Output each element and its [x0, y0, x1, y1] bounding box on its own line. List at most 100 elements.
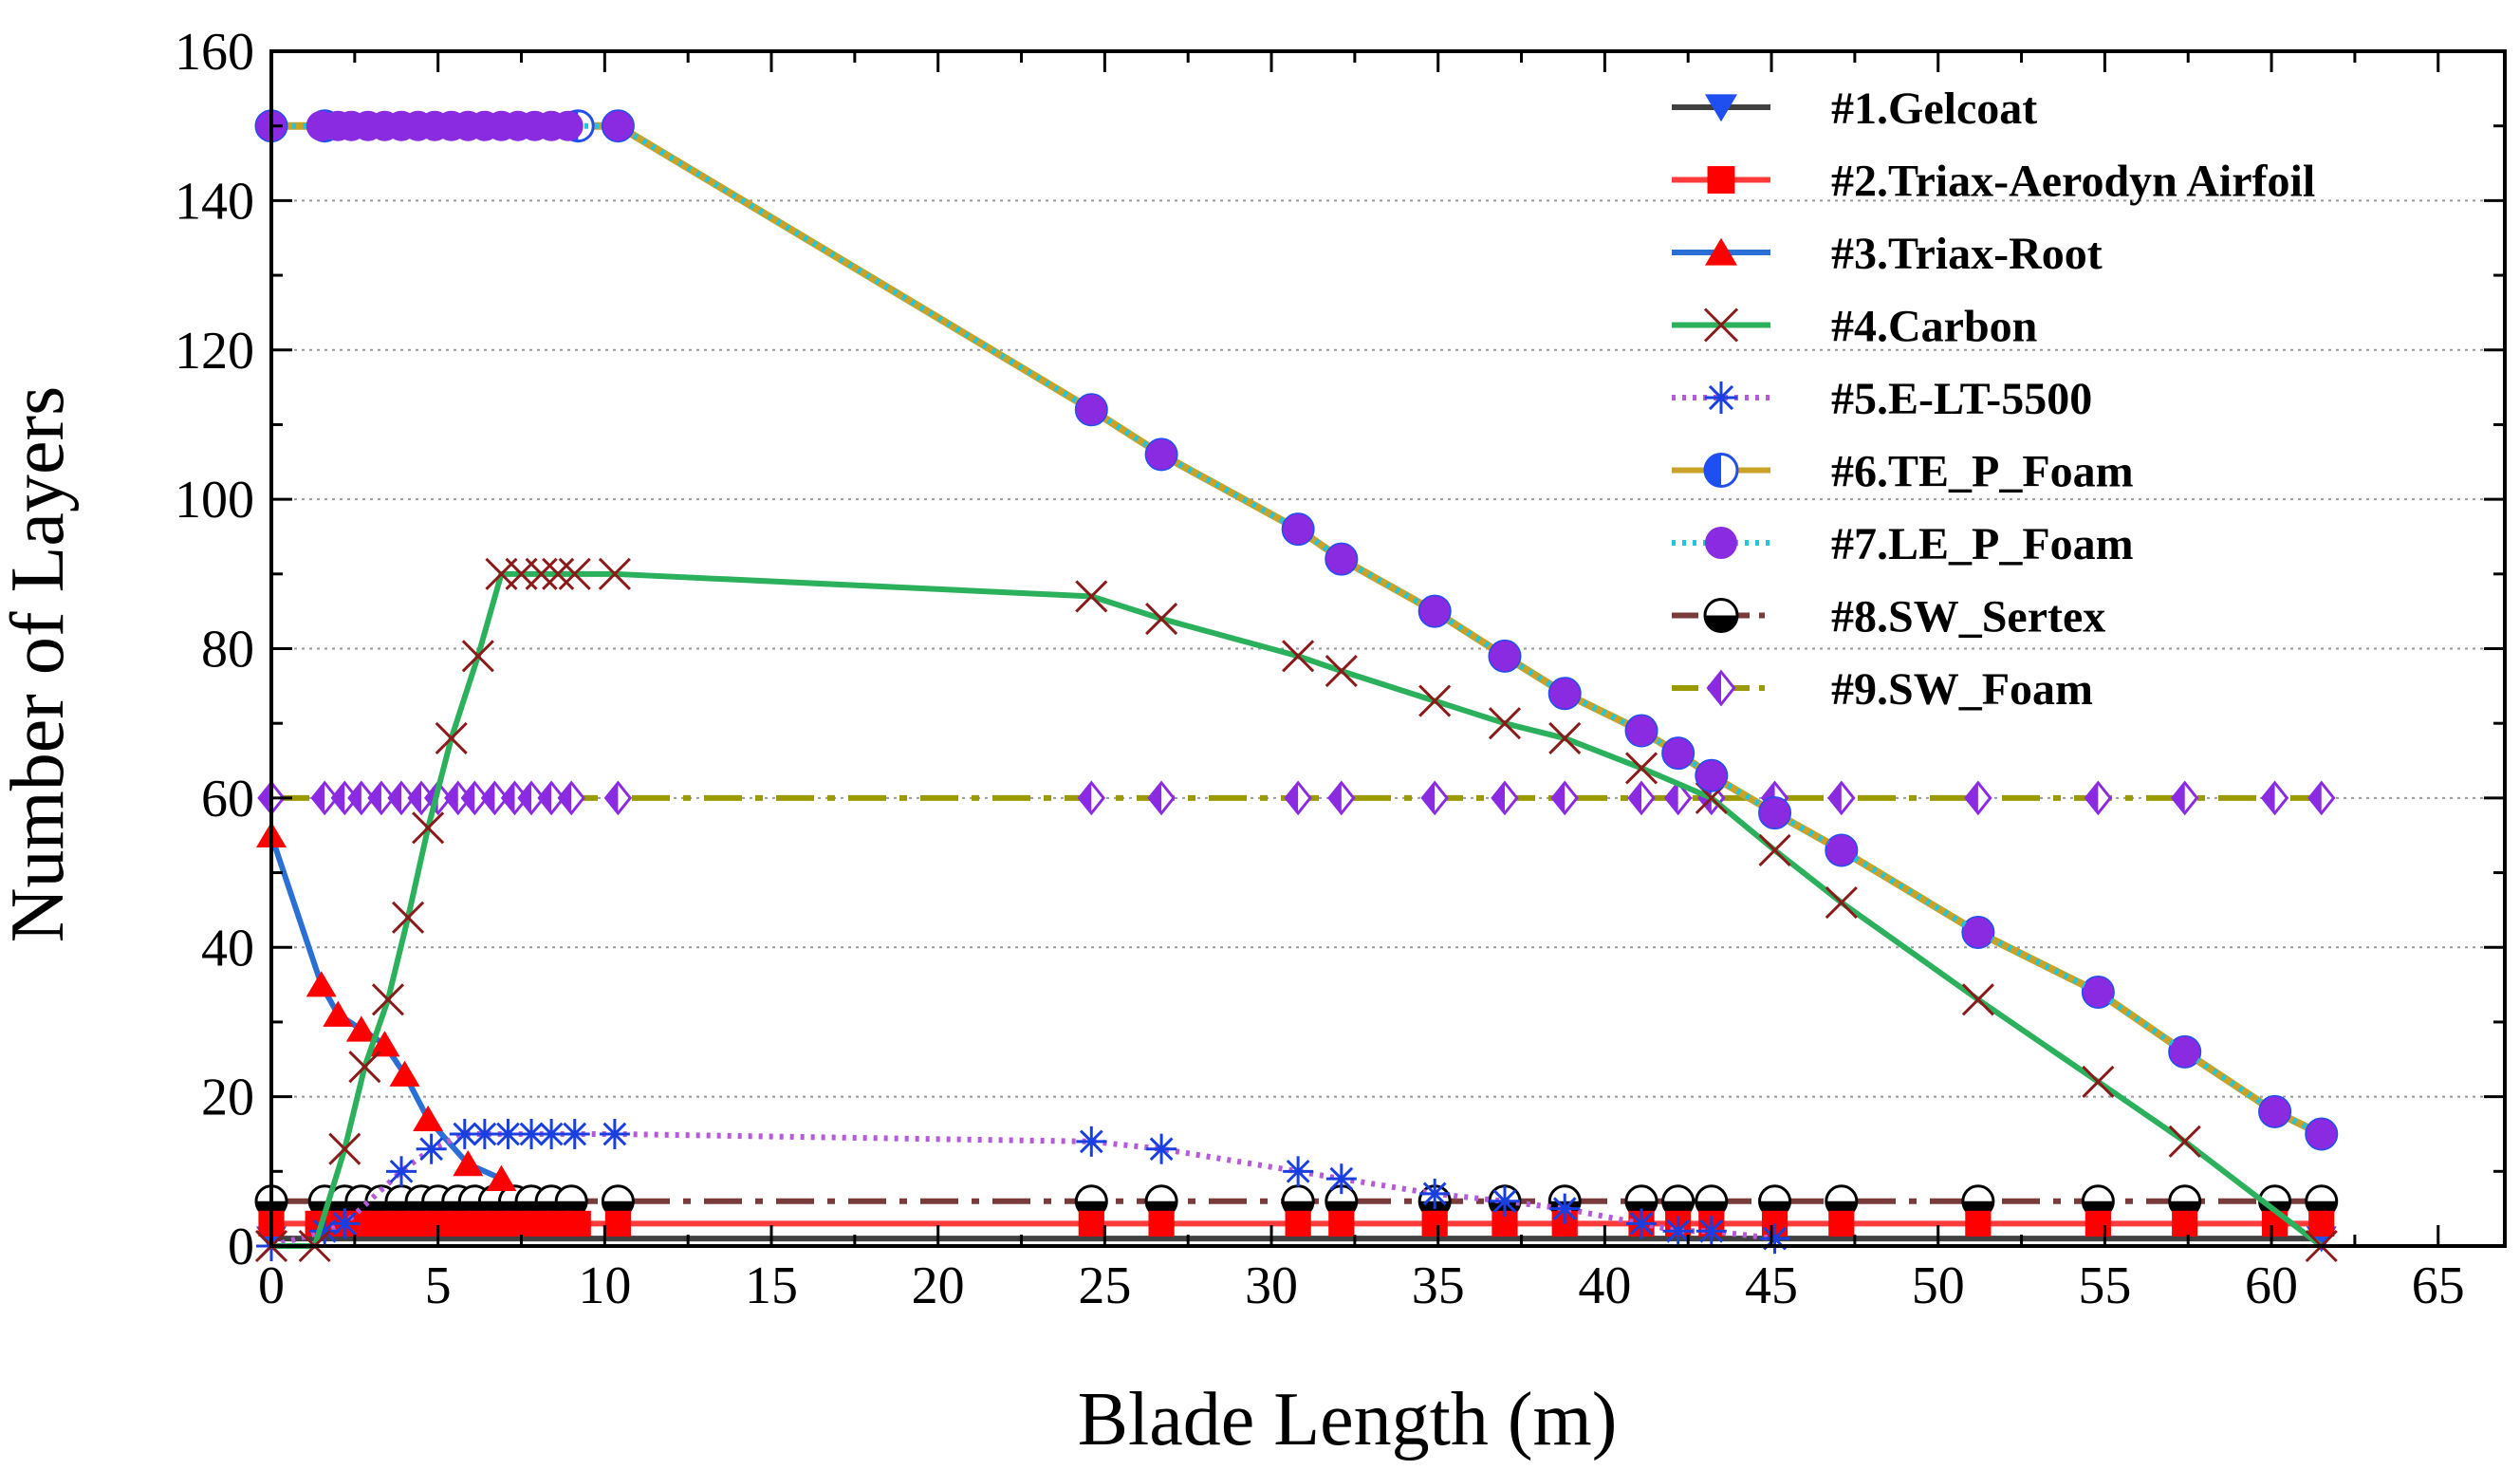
legend-marker: [1706, 669, 1736, 707]
legend-item: #5.E-LT-5500: [1672, 374, 2092, 424]
data-point: [1662, 737, 1694, 769]
data-point: [1076, 394, 1107, 425]
data-point: [391, 901, 425, 934]
data-point: [599, 1118, 630, 1149]
data-point: [1146, 1133, 1177, 1164]
data-point: [1076, 1126, 1107, 1157]
data-point: [1548, 721, 1582, 754]
data-point: [1624, 752, 1658, 785]
data-point: [1284, 780, 1312, 816]
data-point: [1965, 1210, 1992, 1237]
series-9: [257, 780, 2336, 816]
data-point: [1489, 641, 1520, 672]
data-point: [1325, 655, 1358, 688]
data-point: [603, 780, 633, 816]
data-point: [598, 557, 631, 590]
data-point: [2083, 977, 2114, 1008]
data-point: [1418, 684, 1452, 717]
x-tick-label: 10: [578, 1256, 631, 1315]
data-point: [1759, 1223, 1790, 1255]
data-point: [2169, 1036, 2200, 1068]
data-point: [2306, 1118, 2337, 1149]
x-tick-label: 60: [2245, 1256, 2298, 1315]
ticks: 0 5 10 15 20 25 30 35 40 45 50 55 60 65 0 20 40 60 80 100 12…: [175, 23, 2505, 1315]
legend-marker: [1705, 237, 1737, 266]
legend-item: #9.SW_Foam: [1672, 664, 2093, 715]
data-point: [1550, 780, 1579, 816]
data-point: [1420, 780, 1449, 816]
data-point: [413, 1105, 444, 1132]
data-point: [1419, 1178, 1451, 1209]
data-point: [559, 1118, 590, 1149]
legend-item: #2.Triax-Aerodyn Airfoil: [1672, 157, 2315, 207]
x-tick-label: 50: [1912, 1256, 1965, 1315]
data-point: [1827, 780, 1856, 816]
data-point: [367, 780, 396, 816]
x-tick-label: 15: [745, 1256, 798, 1315]
data-point: [1078, 1210, 1104, 1237]
data-point: [348, 1051, 381, 1084]
data-point: [1663, 780, 1693, 816]
data-point: [389, 1060, 420, 1087]
legend-label: #7.LE_P_Foam: [1831, 519, 2134, 569]
data-point: [306, 971, 337, 997]
data-point: [517, 780, 546, 816]
legend-label: #1.Gelcoat: [1831, 84, 2037, 134]
data-point: [2082, 1065, 2115, 1098]
data-point: [552, 110, 584, 141]
legend-marker: [1707, 166, 1735, 194]
data-point: [347, 780, 376, 816]
data-point: [2307, 780, 2336, 816]
x-tick-label: 55: [2078, 1256, 2131, 1315]
data-point: [1077, 780, 1106, 816]
data-point: [2260, 780, 2289, 816]
data-point: [2168, 1125, 2201, 1158]
data-point: [460, 780, 490, 816]
y-tick-label: 160: [175, 23, 254, 82]
data-point: [1283, 513, 1314, 545]
x-tick-label: 40: [1578, 1256, 1631, 1315]
legend-marker: [1703, 453, 1739, 488]
data-point: [412, 811, 445, 845]
data-point: [310, 780, 339, 816]
data-point: [1148, 1210, 1175, 1237]
data-point: [328, 1132, 361, 1165]
data-point: [1961, 983, 1994, 1016]
data-point: [1488, 707, 1522, 740]
data-point: [1147, 780, 1176, 816]
data-point: [1627, 780, 1656, 816]
data-point: [486, 1164, 517, 1191]
data-point: [386, 1156, 417, 1187]
legend-item: #3.Triax-Root: [1672, 229, 2103, 279]
legend-label: #2.Triax-Aerodyn Airfoil: [1831, 157, 2315, 207]
x-tick-label: 20: [912, 1256, 965, 1315]
data-point: [1145, 602, 1178, 636]
data-point: [1758, 833, 1791, 867]
legend-label: #6.TE_P_Foam: [1831, 447, 2134, 497]
data-point: [557, 780, 585, 816]
y-axis-title: Number of Layers: [0, 386, 80, 942]
data-point: [2308, 1210, 2335, 1237]
y-tick-label: 40: [201, 919, 254, 977]
data-point: [387, 780, 416, 816]
data-point: [2085, 1210, 2111, 1237]
legend-marker: [1705, 527, 1737, 559]
legend-item: #1.Gelcoat: [1672, 84, 2037, 134]
series-3: [256, 821, 517, 1191]
data-point: [1146, 438, 1177, 470]
y-tick-label: 20: [201, 1069, 254, 1127]
data-point: [1325, 1163, 1357, 1195]
data-point: [1328, 1210, 1355, 1237]
data-point: [1075, 580, 1108, 613]
series-4: [254, 557, 2338, 1263]
data-point: [1662, 1216, 1694, 1247]
data-point: [435, 721, 468, 754]
data-point: [2084, 780, 2113, 816]
series-line: [271, 570, 2324, 1249]
data-point: [1626, 1208, 1658, 1239]
legend-marker: [1703, 307, 1739, 343]
data-point: [1626, 716, 1658, 747]
data-point: [345, 1015, 377, 1042]
